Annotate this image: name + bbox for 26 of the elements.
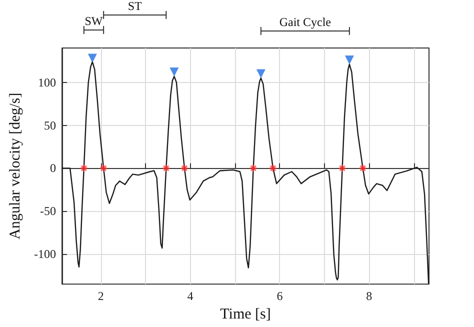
y-axis-title: Angular velocity [deg/s] [8,92,24,240]
point [162,164,170,172]
point [268,164,278,172]
y-tick-label: 50 [44,118,56,132]
x-tick-label: 6 [276,289,283,304]
y-tick-label: 0 [50,161,56,176]
x-tick-label: 4 [187,289,194,304]
point [358,164,367,172]
text: SW [84,14,104,28]
text: Gait Cycle [279,15,332,29]
point [180,164,189,172]
point [88,54,97,63]
y-tick-label: 100 [38,75,56,90]
point [249,164,258,172]
point [170,68,179,77]
y-tick-label: -50 [40,204,56,218]
point [80,164,88,172]
x-axis-title: Time [s] [220,306,271,322]
point [344,56,354,65]
point [338,164,346,172]
point [256,69,266,78]
point [99,164,108,172]
x-tick-label: 2 [98,289,104,304]
x-tick-label: 8 [366,289,372,304]
y-tick-label: -100 [34,247,56,262]
text: ST [128,0,143,13]
